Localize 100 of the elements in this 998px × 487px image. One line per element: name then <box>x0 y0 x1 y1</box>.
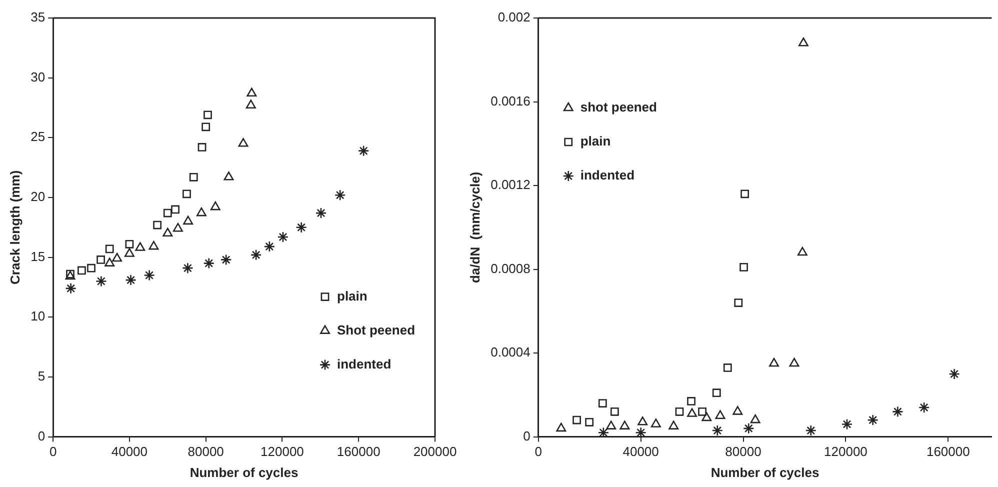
point <box>610 407 619 416</box>
point <box>918 402 930 414</box>
y-tick-label: 20 <box>30 189 46 204</box>
point <box>572 416 581 424</box>
point <box>189 172 198 182</box>
point <box>125 240 134 248</box>
y-tick-label: 0.0016 <box>490 93 530 108</box>
x-tick-label: 200000 <box>413 444 457 460</box>
y-axis-title: da/dN (mm/cycle) <box>467 172 482 284</box>
x-axis-title: Number of cycles <box>710 464 820 480</box>
point <box>202 122 210 132</box>
y-axis-title: Crack length (mm) <box>7 170 22 284</box>
point <box>734 298 743 307</box>
point <box>78 266 86 275</box>
point <box>789 358 800 367</box>
point <box>112 252 122 262</box>
point <box>224 171 234 180</box>
legend-label: plain <box>580 134 611 149</box>
x-tick-label: 40000 <box>622 444 659 460</box>
point <box>204 110 212 120</box>
point <box>948 368 960 380</box>
point <box>556 422 566 432</box>
point <box>163 208 172 218</box>
point <box>675 407 684 416</box>
legend-label: indented <box>337 356 392 372</box>
point <box>598 399 607 408</box>
point <box>585 418 594 426</box>
legend-label: indented <box>580 168 635 183</box>
x-tick-label: 160000 <box>926 444 970 460</box>
point <box>183 216 194 225</box>
point <box>315 207 327 219</box>
y-tick-label: 35 <box>30 10 46 25</box>
point <box>196 207 206 216</box>
legend-label: plain <box>337 288 368 304</box>
point <box>358 145 370 156</box>
point <box>277 231 289 243</box>
point <box>148 240 159 250</box>
point <box>723 364 732 372</box>
point <box>87 264 96 272</box>
y-tick-label: 15 <box>30 248 46 264</box>
point <box>264 240 276 252</box>
point <box>203 258 215 269</box>
point <box>702 412 712 422</box>
point <box>125 274 136 286</box>
y-tick-label: 10 <box>30 308 46 324</box>
point <box>712 388 721 398</box>
y-tick-label: 30 <box>30 69 46 84</box>
point <box>892 406 904 418</box>
point <box>153 220 162 230</box>
y-tick-label: 0 <box>523 428 530 444</box>
point <box>250 249 262 261</box>
x-tick-label: 0 <box>534 444 542 460</box>
point <box>635 426 646 437</box>
point <box>246 100 256 108</box>
point <box>104 258 115 266</box>
x-axis-title: Number of cycles <box>190 464 298 480</box>
y-tick-label: 0.002 <box>498 10 530 25</box>
y-tick-label: 0.0012 <box>490 177 530 192</box>
point <box>334 189 346 201</box>
point <box>598 426 610 437</box>
point <box>750 414 760 424</box>
point <box>246 88 257 97</box>
point <box>687 408 698 417</box>
point <box>198 143 206 152</box>
point <box>172 222 183 232</box>
point <box>124 248 134 257</box>
point <box>144 270 155 281</box>
point <box>210 201 220 210</box>
y-tick-label: 0 <box>38 428 46 444</box>
point <box>105 244 114 254</box>
point <box>740 190 749 198</box>
point <box>135 242 146 251</box>
y-tick-label: 25 <box>30 129 46 144</box>
x-tick-label: 80000 <box>188 444 224 460</box>
point <box>96 276 107 287</box>
x-tick-label: 120000 <box>824 444 868 460</box>
x-tick-label: 160000 <box>336 444 380 460</box>
point <box>182 190 191 198</box>
point <box>638 416 648 426</box>
point <box>296 222 307 234</box>
x-tick-label: 0 <box>49 444 57 460</box>
point <box>182 262 194 274</box>
point <box>742 422 754 434</box>
x-tick-label: 120000 <box>260 444 304 460</box>
point <box>668 420 679 430</box>
point <box>620 420 630 430</box>
point <box>798 37 808 46</box>
point <box>732 406 743 415</box>
point <box>797 246 808 256</box>
point <box>698 407 706 416</box>
point <box>769 358 779 367</box>
point <box>162 228 173 237</box>
point <box>715 410 726 420</box>
point <box>740 263 748 272</box>
point <box>220 254 232 266</box>
point <box>65 282 76 294</box>
point <box>712 424 724 436</box>
point <box>650 418 661 428</box>
point <box>606 420 616 430</box>
y-tick-label: 0.0004 <box>490 344 530 360</box>
